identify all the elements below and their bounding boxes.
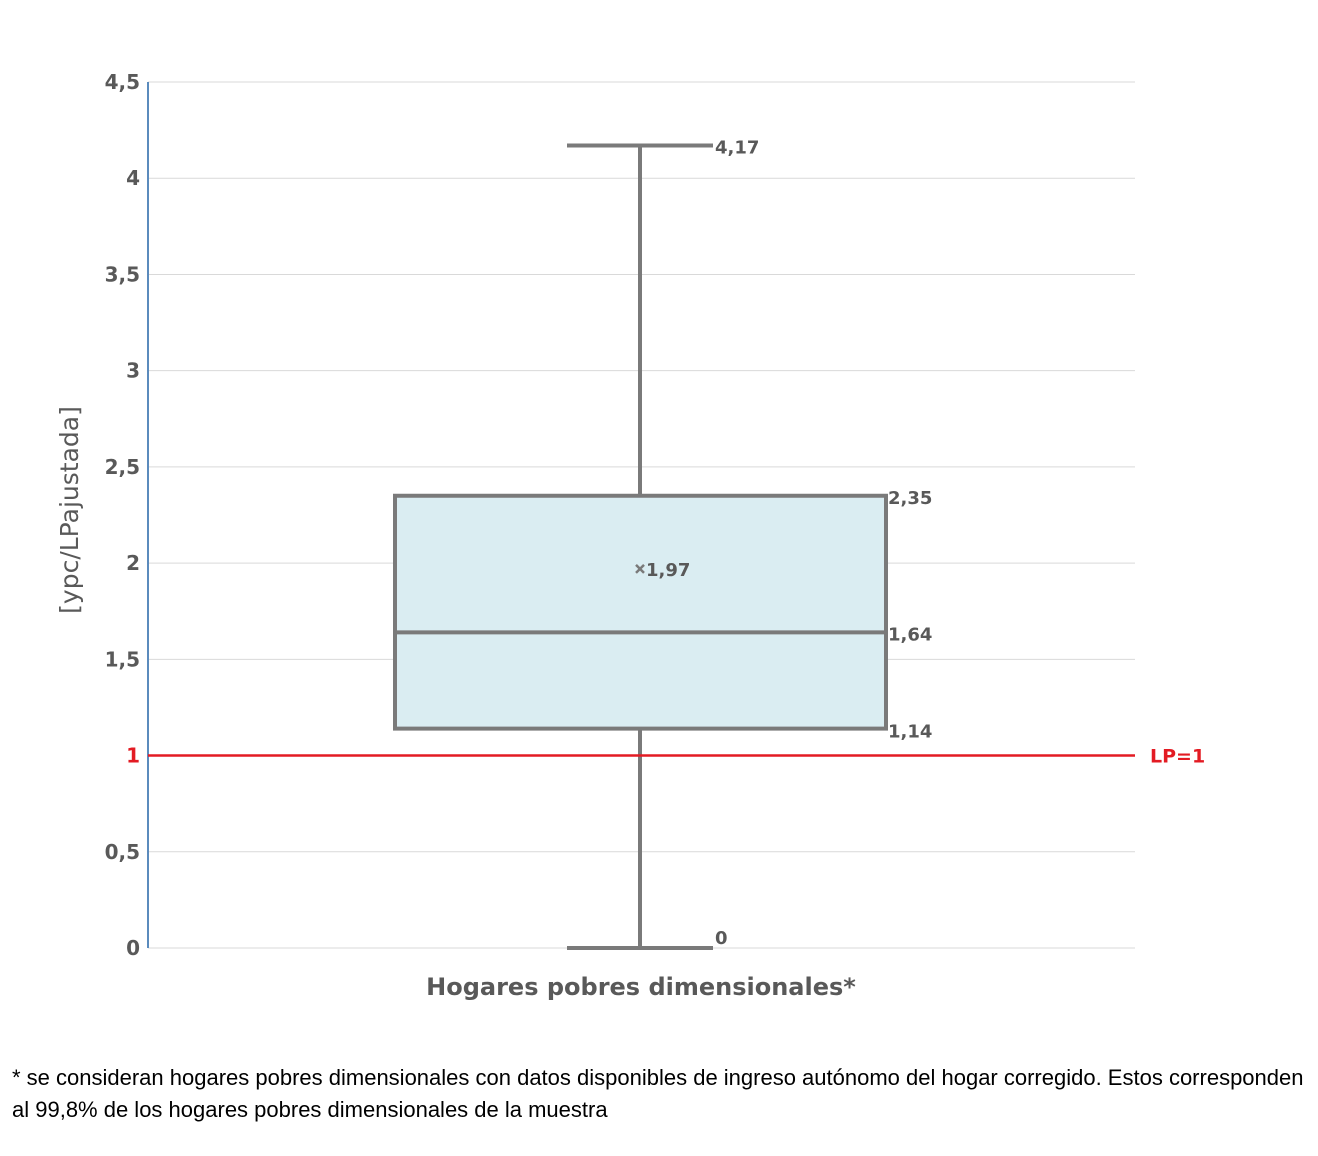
box-plot xyxy=(393,143,888,950)
y-tick-label: 3 xyxy=(126,359,140,383)
y-tick-label: 3,5 xyxy=(105,262,140,286)
median-label: 1,64 xyxy=(888,624,932,645)
data-labels: 4,17 2,35 1,97 1,64 1,14 0 xyxy=(646,138,932,949)
mean-marker-stroke xyxy=(635,564,645,574)
y-tick-label: 1,5 xyxy=(105,647,140,671)
y-tick-label: 4,5 xyxy=(105,70,140,94)
y-tick-label: 0,5 xyxy=(105,840,140,864)
max-label: 4,17 xyxy=(715,138,759,159)
poverty-line-label: LP=1 xyxy=(1150,746,1205,768)
y-axis-title: [ypc/LPajustada] xyxy=(55,406,84,614)
mean-marker xyxy=(635,564,645,574)
y-tick-label: 1 xyxy=(126,744,140,768)
footnote: * se consideran hogares pobres dimension… xyxy=(12,1065,1304,1122)
x-axis-title: Hogares pobres dimensionales* xyxy=(426,973,856,1001)
y-tick-label: 2,5 xyxy=(105,455,140,479)
box-plot-chart: 0 0,5 1 1,5 2 2,5 3 3,5 4 4,5 4,17 2,35 1,97 1,64… xyxy=(55,70,1205,1001)
q3-label: 2,35 xyxy=(888,488,932,509)
y-tick-label: 0 xyxy=(126,936,140,960)
y-tick-label: 2 xyxy=(126,551,140,575)
min-label: 0 xyxy=(715,928,728,949)
y-tick-label: 4 xyxy=(126,166,140,190)
y-axis-ticks: 0 0,5 1 1,5 2 2,5 3 3,5 4 4,5 xyxy=(105,70,140,960)
q1-label: 1,14 xyxy=(888,722,932,743)
mean-label: 1,97 xyxy=(646,560,690,581)
iqr-box xyxy=(393,493,888,731)
